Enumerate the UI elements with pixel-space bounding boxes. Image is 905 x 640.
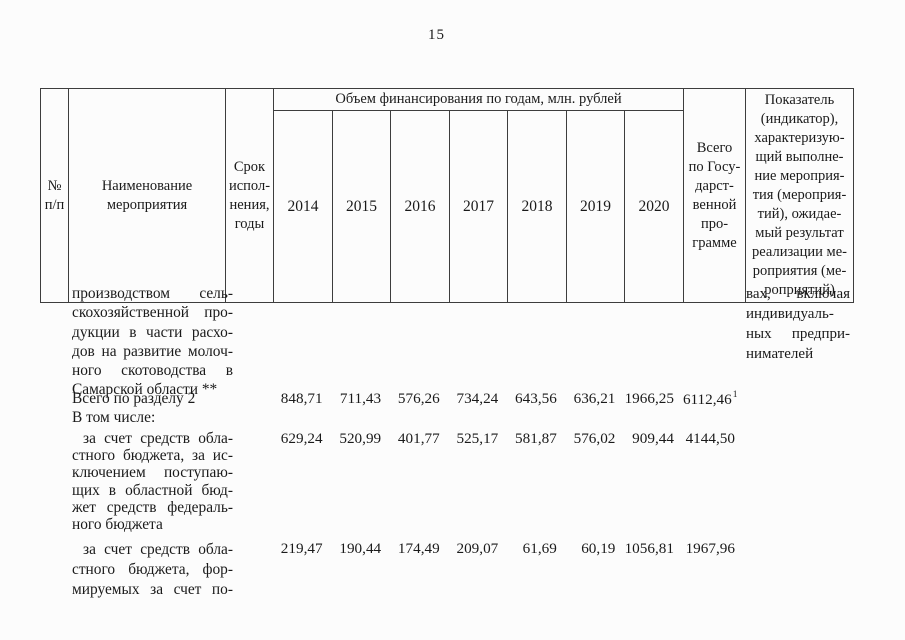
header-year-2016: 2016 — [390, 109, 450, 304]
regional-row-value-2017: 525,17 — [456, 430, 499, 447]
formed-row-value-2017: 209,07 — [456, 540, 499, 557]
regional-row-value-2018: 581,87 — [515, 430, 557, 447]
header-cell-term: Срок испол- нения, годы — [225, 88, 274, 303]
formed-row-name-text: за счет средств обла-стного бюджета, фор-миру… — [72, 541, 233, 598]
formed-row-values: 219,47 190,44 174,49 209,07 61,69 60,19 … — [273, 540, 745, 558]
header-year-2018: 2018 — [507, 109, 567, 304]
total-row-value-2015: 711,43 — [339, 390, 382, 407]
regional-row-name-text: за счет средств обла-стного бюджета, за ис-клю… — [72, 430, 233, 534]
continuation-name-text: производством сель-скохозяйственной про-ду… — [72, 285, 233, 399]
including-label: В том числе: — [72, 409, 156, 426]
total-row-value-2018: 643,56 — [515, 390, 557, 407]
formed-row-grand-total: 1967,96 — [685, 540, 735, 557]
header-year-2017: 2017 — [449, 109, 508, 304]
footnote-marker: 1 — [732, 390, 738, 400]
regional-row-value-2015: 520,99 — [339, 430, 382, 447]
header-cell-indicator: Показатель (индикатор), характеризую- щи… — [745, 88, 854, 303]
formed-row-value-2019: 60,19 — [581, 540, 616, 557]
header-year-2019: 2019 — [566, 109, 625, 304]
total-row-values: 848,71 711,43 576,26 734,24 643,56 636,2… — [273, 390, 745, 409]
total-row-value-2014: 848,71 — [280, 390, 323, 407]
formed-row-value-2018: 61,69 — [522, 540, 557, 557]
header-cell-num: № п/п — [40, 88, 69, 303]
regional-row-value-2019: 576,02 — [573, 430, 616, 447]
formed-row-value-2016: 174,49 — [397, 540, 440, 557]
total-row-grand-total: 6112,461 — [682, 390, 738, 408]
header-year-2015: 2015 — [332, 109, 391, 304]
regional-row-value-2016: 401,77 — [397, 430, 440, 447]
header-finance-span: Объем финансирования по годам, млн. рубл… — [273, 88, 684, 111]
regional-row-value-2020: 909,44 — [632, 430, 674, 447]
header-cell-name: Наименование мероприятия — [68, 88, 226, 303]
header-year-2014: 2014 — [273, 109, 333, 304]
regional-row-values: 629,24 520,99 401,77 525,17 581,87 576,0… — [273, 430, 745, 448]
total-row-value-2020: 1966,25 — [624, 390, 674, 407]
continuation-indicator-text: вах, включая индивидуаль-ных предпри-нимате… — [746, 286, 850, 362]
header-year-2020: 2020 — [624, 109, 684, 304]
finance-table: № п/п Наименование мероприятия Срок испо… — [40, 88, 854, 304]
total-row-label: Всего по разделу 2 — [72, 390, 196, 407]
page-number: 15 — [428, 27, 445, 43]
total-row-value-2017: 734,24 — [456, 390, 499, 407]
formed-row-value-2015: 190,44 — [339, 540, 382, 557]
total-row-value-2019: 636,21 — [573, 390, 616, 407]
formed-row-value-2014: 219,47 — [280, 540, 323, 557]
regional-row-grand-total: 4144,50 — [685, 430, 735, 447]
total-row-value-2016: 576,26 — [397, 390, 440, 407]
formed-row-value-2020: 1056,81 — [624, 540, 674, 557]
header-cell-total: Всего по Госу- дарст- венной про- грамме — [683, 88, 746, 303]
regional-row-value-2014: 629,24 — [280, 430, 323, 447]
